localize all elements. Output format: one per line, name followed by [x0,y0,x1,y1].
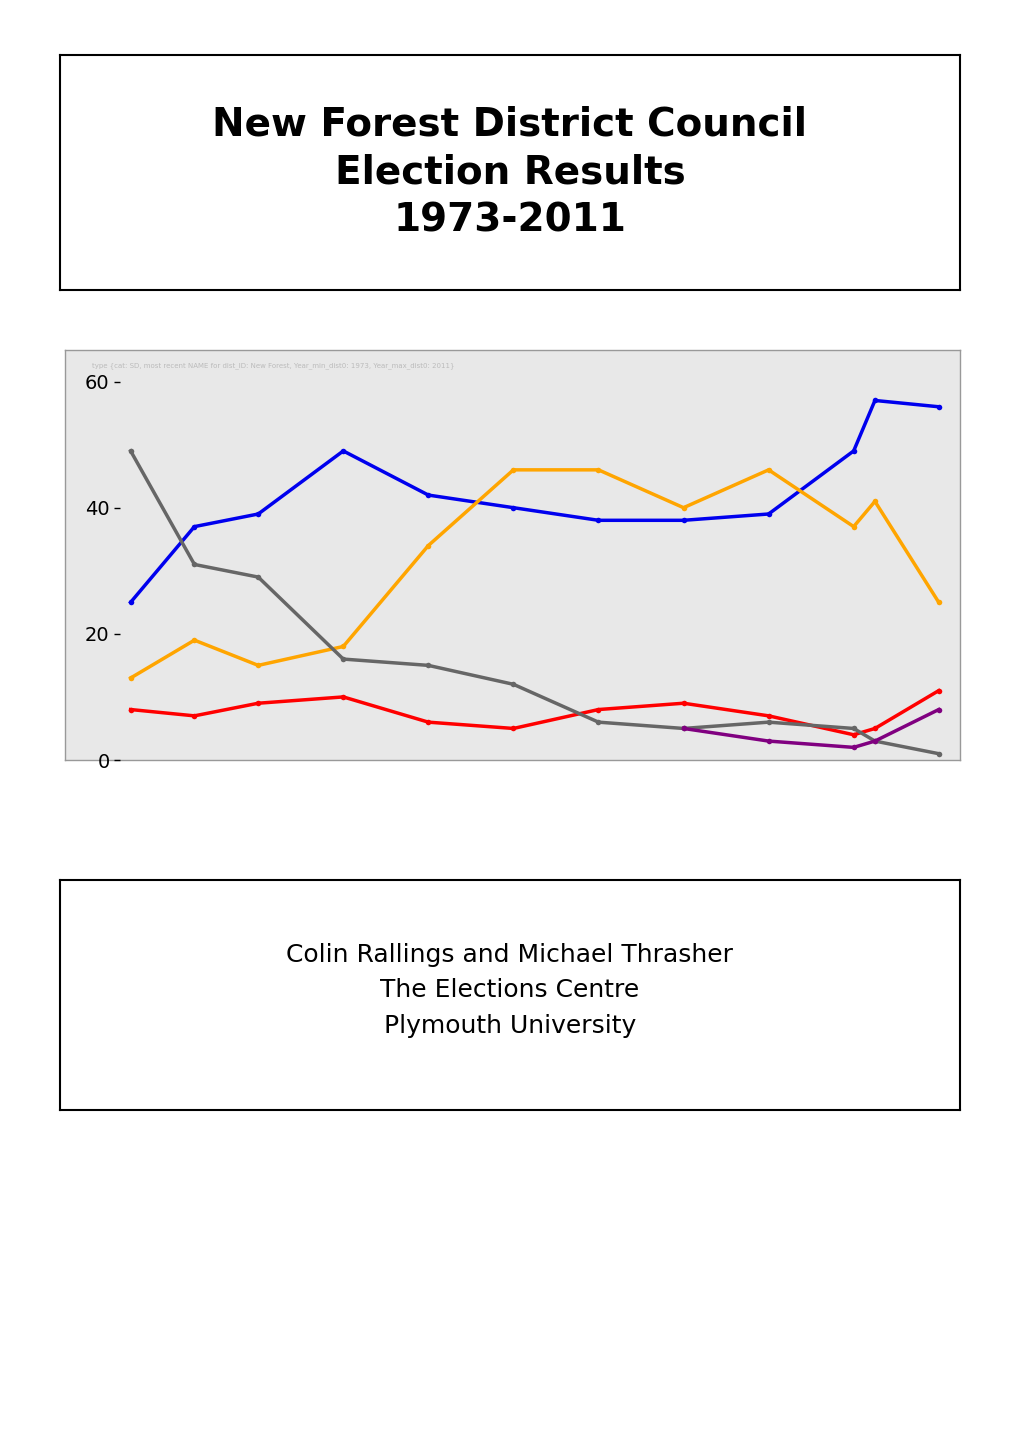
Text: type {cat: SD, most recent NAME for dist_ID: New Forest, Year_min_dist0: 1973, Y: type {cat: SD, most recent NAME for dist… [92,362,453,369]
Text: Colin Rallings and Michael Thrasher
The Elections Centre
Plymouth University: Colin Rallings and Michael Thrasher The … [286,943,733,1038]
Text: New Forest District Council
Election Results
1973-2011: New Forest District Council Election Res… [212,105,807,239]
